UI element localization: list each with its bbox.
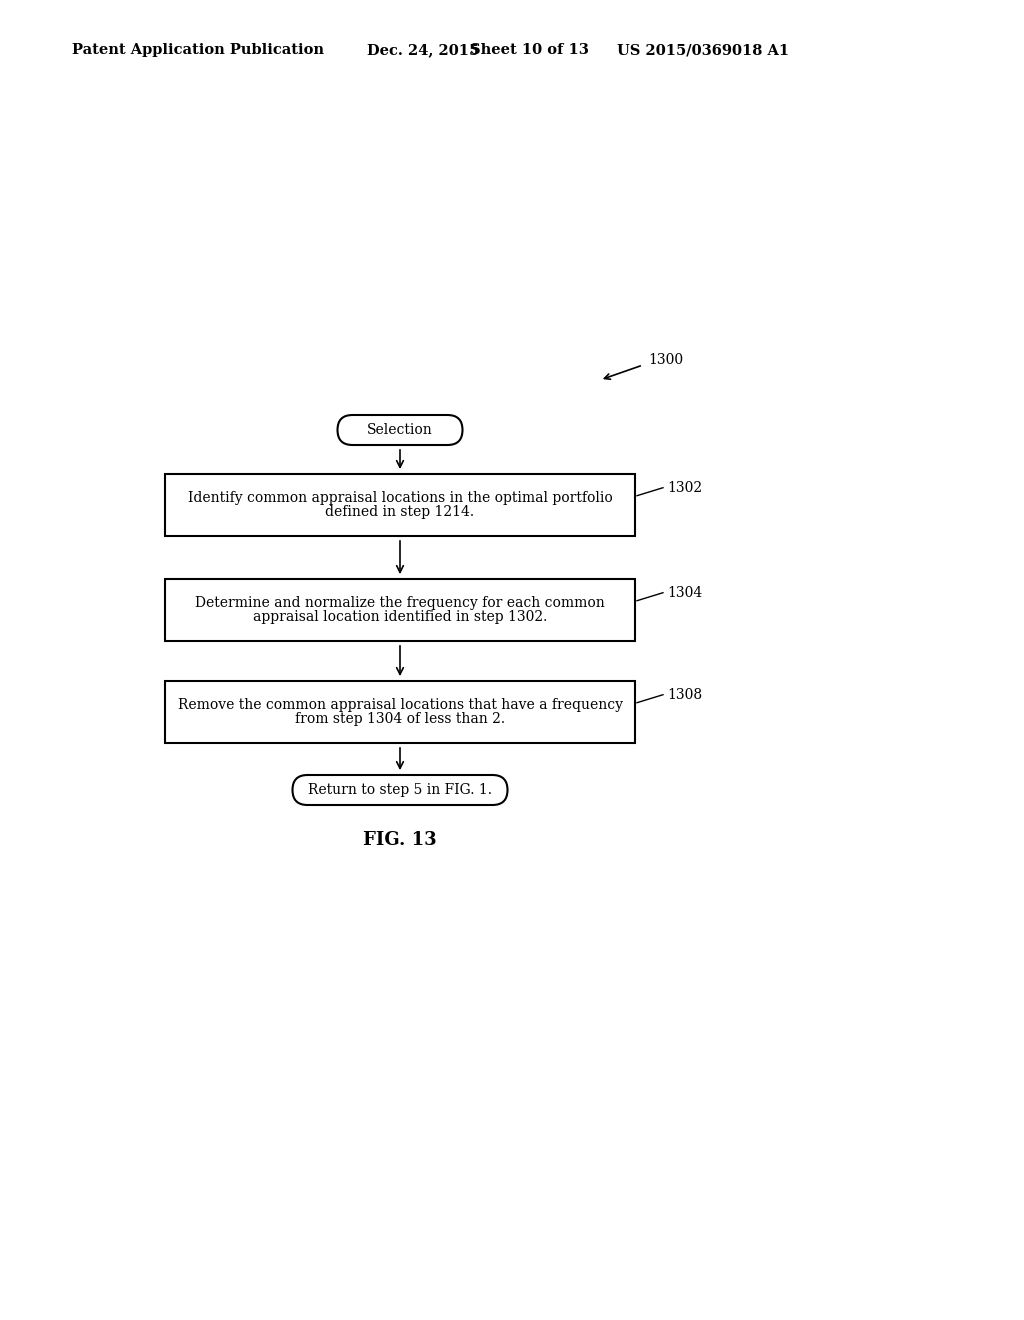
Text: 1302: 1302 xyxy=(667,480,702,495)
Text: 1308: 1308 xyxy=(667,688,702,702)
Text: US 2015/0369018 A1: US 2015/0369018 A1 xyxy=(617,44,790,57)
Text: Return to step 5 in FIG. 1.: Return to step 5 in FIG. 1. xyxy=(308,783,492,797)
Text: defined in step 1214.: defined in step 1214. xyxy=(326,506,474,519)
Text: FIG. 13: FIG. 13 xyxy=(364,832,437,849)
Text: Determine and normalize the frequency for each common: Determine and normalize the frequency fo… xyxy=(196,597,605,610)
Text: Sheet 10 of 13: Sheet 10 of 13 xyxy=(470,44,589,57)
Text: 1300: 1300 xyxy=(648,352,683,367)
Text: Selection: Selection xyxy=(368,422,433,437)
Text: appraisal location identified in step 1302.: appraisal location identified in step 13… xyxy=(253,610,547,624)
FancyBboxPatch shape xyxy=(165,579,635,642)
Text: Dec. 24, 2015: Dec. 24, 2015 xyxy=(367,44,479,57)
Text: 1304: 1304 xyxy=(667,586,702,599)
Text: Patent Application Publication: Patent Application Publication xyxy=(72,44,324,57)
Text: from step 1304 of less than 2.: from step 1304 of less than 2. xyxy=(295,711,505,726)
FancyBboxPatch shape xyxy=(165,681,635,743)
Text: Remove the common appraisal locations that have a frequency: Remove the common appraisal locations th… xyxy=(177,698,623,711)
Text: Identify common appraisal locations in the optimal portfolio: Identify common appraisal locations in t… xyxy=(187,491,612,506)
FancyBboxPatch shape xyxy=(293,775,508,805)
FancyBboxPatch shape xyxy=(338,414,463,445)
FancyBboxPatch shape xyxy=(165,474,635,536)
